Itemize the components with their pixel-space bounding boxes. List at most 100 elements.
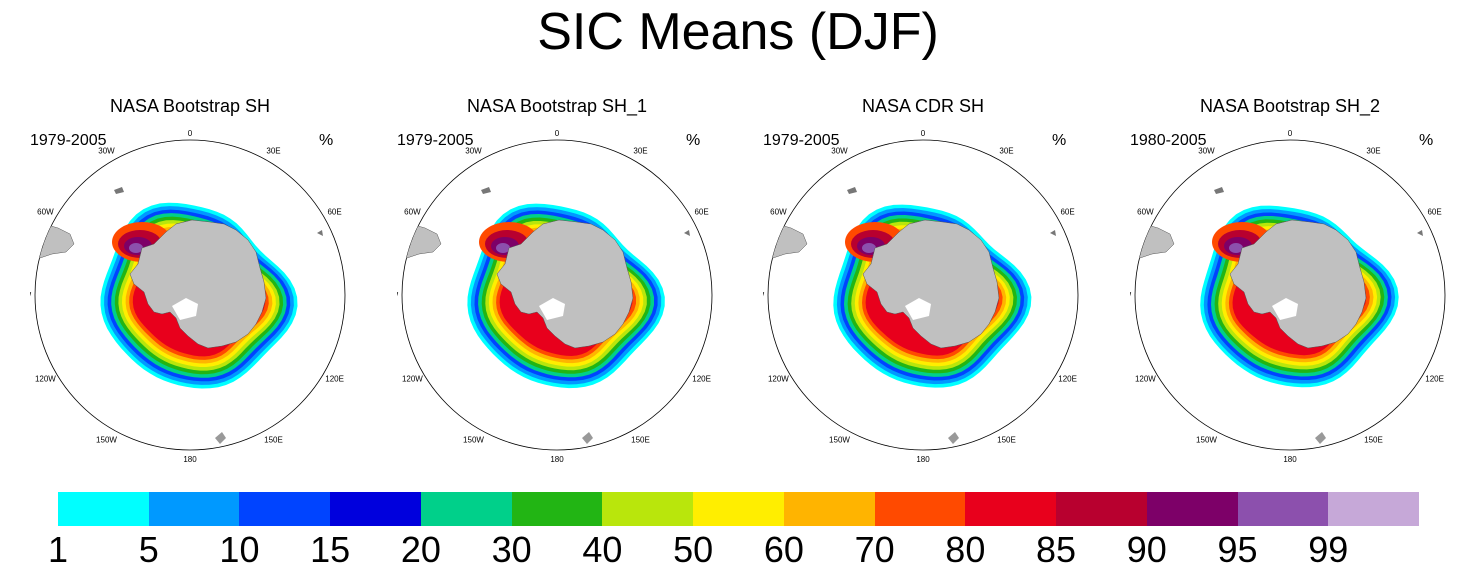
- longitude-label: 120E: [692, 375, 711, 384]
- land-antarctica: [496, 219, 634, 349]
- island: [481, 187, 491, 194]
- island: [317, 230, 323, 236]
- longitude-label: 30W: [465, 146, 482, 155]
- longitude-label: 150W: [96, 436, 117, 445]
- longitude-label: 180: [550, 455, 564, 464]
- longitude-label: 150E: [264, 436, 283, 445]
- longitude-label: 180: [1283, 455, 1297, 464]
- longitude-label: 30E: [1366, 146, 1380, 155]
- longitude-label: 60E: [1427, 208, 1441, 217]
- longitude-label: 30E: [633, 146, 647, 155]
- longitude-label: 150W: [829, 436, 850, 445]
- land-antarctica: [129, 219, 267, 349]
- sea-ice-contour: [862, 243, 876, 253]
- ice-shelf: [1272, 298, 1298, 320]
- colorbar-labels: 1 5 10 15 20 30 40 50 60 70 80 85 90 95 99: [0, 528, 1476, 574]
- sea-ice-contour: [1229, 243, 1243, 253]
- colorbar-swatch: [148, 492, 240, 526]
- longitude-label: 60W: [37, 208, 54, 217]
- colorbar-label: 1: [47, 529, 69, 570]
- longitude-label: 60E: [1060, 208, 1074, 217]
- longitude-label: 0: [188, 129, 193, 138]
- ice-shelf: [905, 298, 931, 320]
- island: [1315, 432, 1326, 444]
- panel-title: NASA Bootstrap SH: [109, 96, 271, 116]
- colorbar-label: 50: [673, 529, 714, 570]
- longitude-label: 150E: [1364, 436, 1383, 445]
- island: [114, 187, 124, 194]
- longitude-label: 180: [183, 455, 197, 464]
- colorbar: [58, 492, 1420, 526]
- sea-ice-contour: [496, 243, 510, 253]
- colorbar-label: 60: [763, 529, 804, 570]
- longitude-label: 120W: [35, 375, 56, 384]
- colorbar-swatch: [965, 492, 1057, 526]
- longitude-label: 120E: [325, 375, 344, 384]
- colorbar-label: 90: [1126, 529, 1167, 570]
- panel-units: %: [686, 132, 701, 149]
- longitude-label: 150W: [1196, 436, 1217, 445]
- colorbar-label: 70: [854, 529, 895, 570]
- map-panel-nasa-bootstrap-sh-1: NASA Bootstrap SH_1 1979-2005 % 0 30E 60E 9…: [397, 90, 757, 470]
- colorbar-label: 85: [1036, 529, 1077, 570]
- colorbar-label: 10: [219, 529, 260, 570]
- longitude-label: 60E: [694, 208, 708, 217]
- longitude-label: 30W: [831, 146, 848, 155]
- longitude-label: 180: [916, 455, 930, 464]
- land-antarctica: [1229, 219, 1367, 349]
- longitude-label: 90W: [1130, 291, 1132, 300]
- longitude-label: 60W: [404, 208, 421, 217]
- polar-map: 030E60E90E120E150E180150W120W90W60W30W: [1130, 129, 1450, 464]
- map-panel-nasa-bootstrap-sh-2: NASA Bootstrap SH_2 1980-2005 % 0 30E 60E 9…: [1130, 90, 1476, 470]
- longitude-label: 0: [1288, 129, 1293, 138]
- island: [215, 432, 226, 444]
- longitude-label: 90W: [30, 291, 32, 300]
- longitude-label: 30E: [266, 146, 280, 155]
- longitude-label: 90W: [763, 291, 765, 300]
- colorbar-swatch: [1146, 492, 1238, 526]
- panel-years: 1979-2005: [30, 132, 107, 149]
- longitude-label: 0: [921, 129, 926, 138]
- colorbar-label: 15: [310, 529, 351, 570]
- map-panel-nasa-bootstrap-sh: NASA Bootstrap SH 1979-2005 % 030E60E90E…: [30, 90, 390, 470]
- colorbar-swatch: [58, 492, 149, 526]
- longitude-label: 60W: [770, 208, 787, 217]
- figure-title: SIC Means (DJF): [537, 3, 939, 61]
- colorbar-label: 5: [138, 529, 159, 570]
- colorbar-label: 30: [491, 529, 532, 570]
- colorbar-label: 80: [945, 529, 986, 570]
- colorbar-swatch: [239, 492, 331, 526]
- colorbar-label: 20: [400, 529, 441, 570]
- island: [684, 230, 690, 236]
- longitude-label: 0: [555, 129, 560, 138]
- panel-units: %: [1419, 132, 1434, 149]
- panel-title: NASA Bootstrap SH_1: [466, 96, 648, 116]
- island: [847, 187, 857, 194]
- longitude-label: 150E: [997, 436, 1016, 445]
- polar-map: 030E60E90E120E150E180150W120W90W60W30W: [397, 129, 717, 464]
- colorbar-label: 40: [582, 529, 623, 570]
- colorbar-swatch: [1328, 492, 1420, 526]
- colorbar-swatch: [874, 492, 966, 526]
- colorbar-swatch: [420, 492, 512, 526]
- ice-shelf: [172, 298, 198, 320]
- colorbar-label: 99: [1308, 529, 1349, 570]
- colorbar-swatch: [783, 492, 875, 526]
- panel-units: %: [319, 132, 334, 149]
- land-antarctica: [862, 219, 1000, 349]
- colorbar-swatch: [1237, 492, 1329, 526]
- colorbar-label: 95: [1217, 529, 1258, 570]
- panel-title: NASA CDR SH: [861, 96, 985, 116]
- longitude-label: 30E: [999, 146, 1013, 155]
- polar-map: 030E60E90E120E150E180150W120W90W60W30W: [30, 129, 350, 464]
- panel-years: 1979-2005: [397, 132, 474, 149]
- panel-units: %: [1052, 132, 1067, 149]
- longitude-label: 60W: [1137, 208, 1154, 217]
- longitude-label: 150E: [631, 436, 650, 445]
- colorbar-swatch: [511, 492, 603, 526]
- island: [582, 432, 593, 444]
- sea-ice-contour: [129, 243, 143, 253]
- panel-years: 1980-2005: [1130, 132, 1207, 149]
- longitude-label: 120E: [1425, 375, 1444, 384]
- colorbar-swatch: [693, 492, 784, 526]
